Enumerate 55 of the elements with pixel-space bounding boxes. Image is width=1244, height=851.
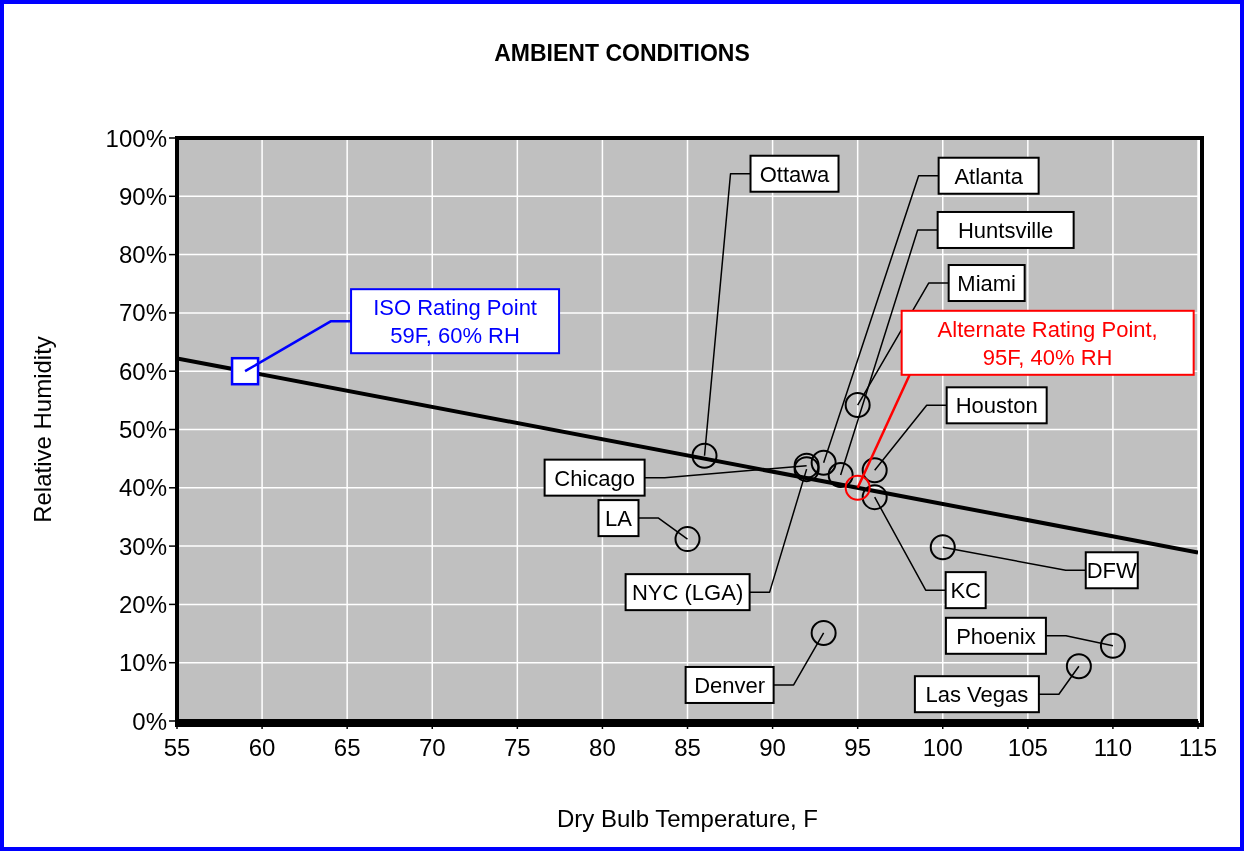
x-tick-label: 85 xyxy=(674,734,701,762)
x-tick-label: 80 xyxy=(589,734,616,762)
annotation: Houston xyxy=(955,393,1038,419)
x-tick-label: 55 xyxy=(163,734,191,762)
x-tick-label: 105 xyxy=(1007,734,1048,762)
point xyxy=(810,619,837,646)
annotation: Atlanta xyxy=(954,163,1024,189)
annotation: Phoenix xyxy=(956,623,1036,649)
annotation: Chicago xyxy=(554,465,635,491)
x-axis-title: Dry Bulb Temperature, F xyxy=(557,805,818,832)
annotation: Alternate Rating Point, 95F, 40% RH xyxy=(937,316,1158,370)
y-tick-label: 100% xyxy=(105,124,167,152)
point xyxy=(861,484,888,511)
point xyxy=(929,534,956,561)
y-tick-label: 90% xyxy=(118,182,167,210)
y-tick-label: 0% xyxy=(132,707,167,735)
y-tick-label: 80% xyxy=(118,241,167,269)
x-tick-label: 90 xyxy=(759,734,786,762)
x-tick-label: 65 xyxy=(333,734,361,762)
annotation: Ottawa xyxy=(759,161,831,187)
annotation: NYC (LGA) xyxy=(631,580,744,606)
annotation: Denver xyxy=(694,672,766,698)
point xyxy=(810,449,837,476)
point xyxy=(861,457,888,484)
x-tick-label: 100 xyxy=(922,734,963,762)
annotation: KC xyxy=(950,578,982,604)
y-tick-label: 30% xyxy=(118,532,167,560)
annotation: LA xyxy=(605,506,633,532)
annotation: DFW xyxy=(1086,558,1138,584)
x-tick-label: 95 xyxy=(844,734,872,762)
point xyxy=(1099,632,1126,659)
y-tick-label: 50% xyxy=(118,416,167,444)
y-axis-title: Relative Humidity xyxy=(28,336,56,523)
point xyxy=(827,461,854,488)
point xyxy=(844,392,871,419)
x-tick-label: 75 xyxy=(503,734,531,762)
annotation: Las Vegas xyxy=(925,682,1029,708)
point xyxy=(691,442,718,469)
annotation: ISO Rating Point 59F, 60% RH xyxy=(373,295,537,349)
x-tick-label: 60 xyxy=(248,734,276,762)
point xyxy=(1065,653,1092,680)
point xyxy=(230,356,260,386)
x-tick-label: 70 xyxy=(418,734,446,762)
y-tick-label: 40% xyxy=(118,474,167,502)
annotation: Huntsville xyxy=(957,217,1054,243)
y-tick-label: 10% xyxy=(118,649,167,677)
x-tick-label: 110 xyxy=(1093,734,1133,762)
y-tick-label: 70% xyxy=(118,299,167,327)
annotation: Miami xyxy=(957,271,1016,297)
y-tick-label: 20% xyxy=(118,590,167,618)
point xyxy=(674,526,701,553)
x-tick-label: 115 xyxy=(1178,734,1218,762)
point xyxy=(844,474,871,501)
y-tick-label: 60% xyxy=(118,357,167,385)
chart-title: AMBIENT CONDITIONS xyxy=(493,40,751,67)
